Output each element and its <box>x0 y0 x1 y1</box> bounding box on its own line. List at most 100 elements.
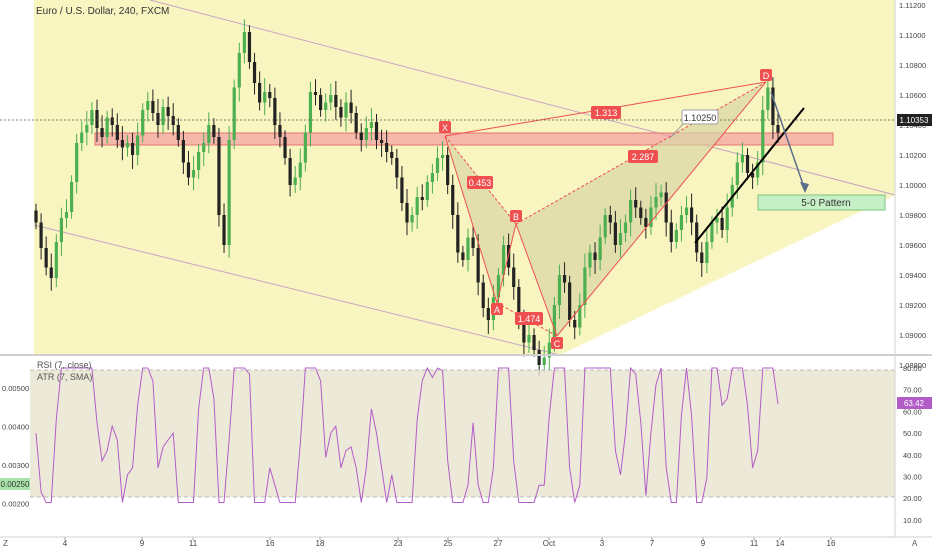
candle[interactable] <box>49 253 53 291</box>
candle[interactable] <box>283 130 287 165</box>
pattern-ac-line[interactable] <box>496 302 558 337</box>
candle[interactable] <box>171 103 175 136</box>
candle[interactable] <box>379 129 384 157</box>
candle[interactable] <box>440 141 445 171</box>
candle[interactable] <box>39 213 43 260</box>
candle[interactable] <box>278 112 282 148</box>
candle[interactable] <box>420 184 424 211</box>
pattern-triangle-xab[interactable] <box>445 136 516 303</box>
candle[interactable] <box>288 148 292 197</box>
candle[interactable] <box>349 89 353 124</box>
candle[interactable] <box>649 195 653 235</box>
candle[interactable] <box>247 25 252 69</box>
candle[interactable] <box>120 126 124 161</box>
candle[interactable] <box>329 83 333 111</box>
candle[interactable] <box>359 123 363 152</box>
candle[interactable] <box>212 118 216 144</box>
candle[interactable] <box>202 132 206 166</box>
candle[interactable] <box>623 214 628 243</box>
candle[interactable] <box>695 214 699 262</box>
candle[interactable] <box>80 120 84 151</box>
candle[interactable] <box>435 146 440 181</box>
candle[interactable] <box>700 242 704 277</box>
candle[interactable] <box>125 135 130 157</box>
candle[interactable] <box>598 224 602 271</box>
candle[interactable] <box>69 175 74 219</box>
candle[interactable] <box>756 150 760 186</box>
candle[interactable] <box>369 108 374 141</box>
candle[interactable] <box>410 207 414 232</box>
candle[interactable] <box>54 234 58 288</box>
corner-label-right[interactable]: A <box>912 539 918 548</box>
price-callout[interactable]: 1.10250 <box>669 109 719 139</box>
candle[interactable] <box>334 81 338 120</box>
candle[interactable] <box>761 96 765 176</box>
candle[interactable] <box>75 133 79 194</box>
candle[interactable] <box>313 79 318 106</box>
candle[interactable] <box>639 200 643 225</box>
ratio-label-ab[interactable]: 0.453 <box>467 176 493 189</box>
candle[interactable] <box>232 79 236 150</box>
candle[interactable] <box>557 264 562 319</box>
candle[interactable] <box>105 110 109 144</box>
candle[interactable] <box>451 174 455 229</box>
candle[interactable] <box>258 71 262 111</box>
channel-lower-line[interactable] <box>33 224 561 356</box>
candle[interactable] <box>750 163 755 190</box>
pattern-point-b[interactable]: B <box>510 210 522 222</box>
candle[interactable] <box>547 328 551 371</box>
candle[interactable] <box>181 130 185 175</box>
candle[interactable] <box>130 132 135 169</box>
candle[interactable] <box>364 116 368 148</box>
candle[interactable] <box>100 115 104 148</box>
corner-label-left[interactable]: Z <box>3 539 8 548</box>
candle[interactable] <box>156 99 160 138</box>
target-box[interactable]: 5-0 Pattern <box>757 194 886 211</box>
candle[interactable] <box>308 81 313 147</box>
candle[interactable] <box>588 244 592 277</box>
candle[interactable] <box>740 142 745 173</box>
trend-line[interactable] <box>694 107 805 244</box>
candle[interactable] <box>654 183 658 221</box>
candle[interactable] <box>542 345 546 373</box>
candle[interactable] <box>161 99 165 135</box>
candle[interactable] <box>390 145 394 165</box>
candle[interactable] <box>659 184 663 207</box>
candle[interactable] <box>227 126 231 258</box>
candle[interactable] <box>263 78 267 116</box>
candle[interactable] <box>34 203 38 230</box>
candle[interactable] <box>776 112 780 143</box>
candle[interactable] <box>715 208 719 235</box>
candle[interactable] <box>745 148 750 180</box>
candle[interactable] <box>573 310 577 340</box>
candle[interactable] <box>679 205 684 242</box>
candle[interactable] <box>720 206 724 238</box>
pattern-point-c[interactable]: C <box>551 337 563 349</box>
candle[interactable] <box>242 19 246 64</box>
candle[interactable] <box>252 52 257 95</box>
ratio-label-bc[interactable]: 1.474 <box>515 312 543 325</box>
candle[interactable] <box>583 253 587 318</box>
candle[interactable] <box>207 112 211 154</box>
candle[interactable] <box>136 122 140 166</box>
candle[interactable] <box>59 207 64 256</box>
channel-upper-line[interactable] <box>149 0 896 196</box>
candle[interactable] <box>512 253 516 300</box>
candle[interactable] <box>705 229 709 274</box>
pattern-point-a[interactable]: A <box>491 303 503 315</box>
candle[interactable] <box>186 150 191 186</box>
candle[interactable] <box>222 203 226 253</box>
candle[interactable] <box>618 219 623 258</box>
candle[interactable] <box>197 144 201 180</box>
pattern-bd-line[interactable] <box>515 81 767 225</box>
candle[interactable] <box>298 148 302 191</box>
ratio-label-xd[interactable]: 1.313 <box>591 106 621 119</box>
candle[interactable] <box>527 322 531 353</box>
candle[interactable] <box>562 262 567 293</box>
candle[interactable] <box>176 118 180 147</box>
candle[interactable] <box>110 108 114 137</box>
candle[interactable] <box>766 79 770 120</box>
candle[interactable] <box>608 205 612 235</box>
candle[interactable] <box>217 127 221 227</box>
